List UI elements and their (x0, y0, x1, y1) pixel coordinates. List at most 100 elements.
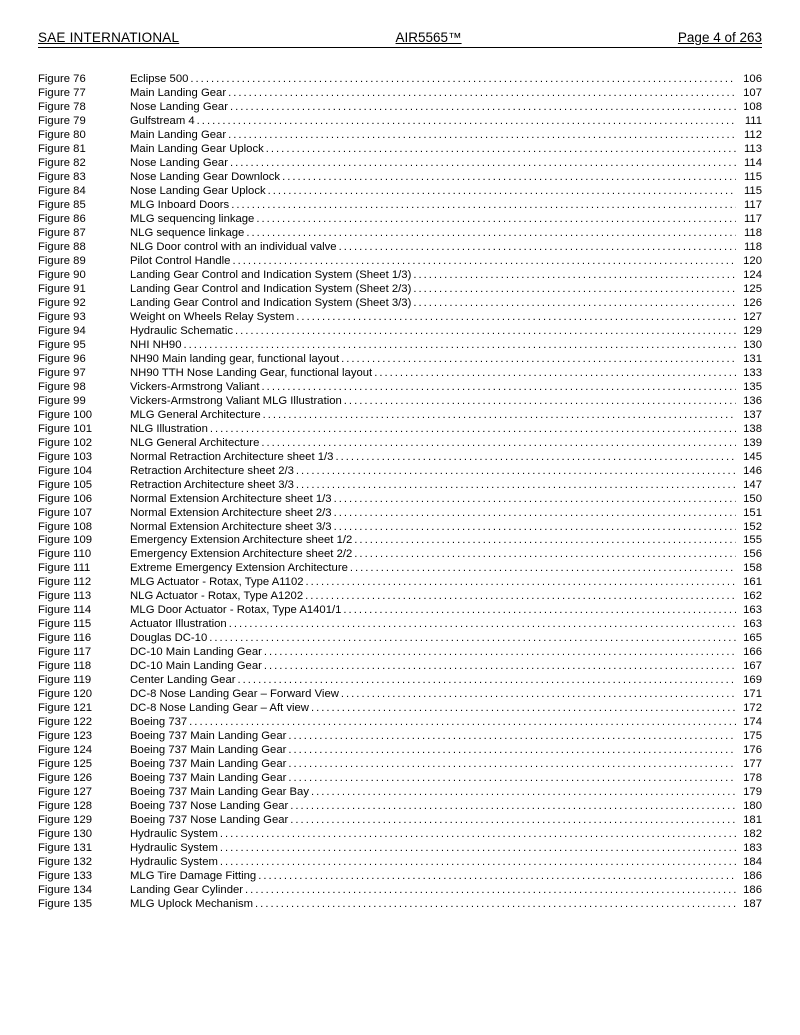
page-number: 117 (736, 214, 762, 225)
toc-row: Figure 81Main Landing Gear Uplock113 (38, 144, 762, 155)
page-number: 180 (736, 801, 762, 812)
toc-row: Figure 126Boeing 737 Main Landing Gear17… (38, 773, 762, 784)
page-number: 118 (736, 242, 762, 253)
dot-leader (260, 382, 736, 393)
page-number: 163 (736, 605, 762, 616)
figure-title: DC-10 Main Landing Gear (130, 661, 262, 672)
figure-title: NLG Actuator - Rotax, Type A1202 (130, 591, 303, 602)
dot-leader (195, 116, 736, 127)
page-number: 120 (736, 256, 762, 267)
page-number: 181 (736, 815, 762, 826)
dot-leader (411, 270, 736, 281)
dot-leader (280, 172, 736, 183)
toc-row: Figure 114MLG Door Actuator - Rotax, Typ… (38, 605, 762, 616)
figure-title: Hydraulic Schematic (130, 326, 233, 337)
dot-leader (266, 186, 736, 197)
figure-label: Figure 84 (38, 186, 130, 197)
figure-label: Figure 91 (38, 284, 130, 295)
page-number: 118 (736, 228, 762, 239)
figure-label: Figure 124 (38, 745, 130, 756)
toc-row: Figure 124Boeing 737 Main Landing Gear17… (38, 745, 762, 756)
page-number: 125 (736, 284, 762, 295)
figure-label: Figure 122 (38, 717, 130, 728)
toc-row: Figure 100MLG General Architecture137 (38, 410, 762, 421)
toc-row: Figure 76Eclipse 500106 (38, 74, 762, 85)
figure-label: Figure 85 (38, 200, 130, 211)
figure-label: Figure 109 (38, 535, 130, 546)
page-number: 106 (736, 74, 762, 85)
toc-row: Figure 101NLG Illustration138 (38, 424, 762, 435)
dot-leader (288, 801, 736, 812)
toc-row: Figure 85MLG Inboard Doors117 (38, 200, 762, 211)
figure-label: Figure 96 (38, 354, 130, 365)
dot-leader (227, 619, 736, 630)
figure-label: Figure 118 (38, 661, 130, 672)
toc-row: Figure 128Boeing 737 Nose Landing Gear18… (38, 801, 762, 812)
figure-title: Hydraulic System (130, 843, 218, 854)
figure-label: Figure 135 (38, 899, 130, 910)
dot-leader (228, 158, 736, 169)
figure-title: Boeing 737 (130, 717, 187, 728)
page-number: 114 (736, 158, 762, 169)
dot-leader (244, 228, 736, 239)
figure-label: Figure 107 (38, 508, 130, 519)
toc-row: Figure 120DC-8 Nose Landing Gear – Forwa… (38, 689, 762, 700)
figure-label: Figure 101 (38, 424, 130, 435)
header-org: SAE INTERNATIONAL (38, 30, 179, 45)
dot-leader (218, 829, 736, 840)
toc-row: Figure 131Hydraulic System183 (38, 843, 762, 854)
figure-title: NLG Door control with an individual valv… (130, 242, 337, 253)
dot-leader (303, 591, 736, 602)
dot-leader (181, 340, 736, 351)
toc-row: Figure 129Boeing 737 Nose Landing Gear18… (38, 815, 762, 826)
figure-title: Main Landing Gear (130, 130, 226, 141)
toc-row: Figure 80Main Landing Gear112 (38, 130, 762, 141)
figure-label: Figure 83 (38, 172, 130, 183)
toc-row: Figure 84Nose Landing Gear Uplock115 (38, 186, 762, 197)
figure-title: MLG Door Actuator - Rotax, Type A1401/1 (130, 605, 341, 616)
page-number: 107 (736, 88, 762, 99)
figure-title: MLG General Architecture (130, 410, 261, 421)
page-number: 137 (736, 410, 762, 421)
page-number: 172 (736, 703, 762, 714)
page-number: 126 (736, 298, 762, 309)
toc-row: Figure 108Normal Extension Architecture … (38, 522, 762, 533)
figure-title: Normal Extension Architecture sheet 3/3 (130, 522, 332, 533)
figure-title: NHI NH90 (130, 340, 181, 351)
toc-row: Figure 93Weight on Wheels Relay System12… (38, 312, 762, 323)
page-number: 127 (736, 312, 762, 323)
toc-row: Figure 107Normal Extension Architecture … (38, 508, 762, 519)
page-number: 115 (736, 172, 762, 183)
page-number: 146 (736, 466, 762, 477)
page-number: 147 (736, 480, 762, 491)
figure-title: Pilot Control Handle (130, 256, 230, 267)
figure-title: Boeing 737 Main Landing Gear (130, 773, 286, 784)
figure-title: DC-8 Nose Landing Gear – Aft view (130, 703, 309, 714)
toc-row: Figure 78Nose Landing Gear108 (38, 102, 762, 113)
page-number: 131 (736, 354, 762, 365)
page-number: 167 (736, 661, 762, 672)
dot-leader (187, 717, 736, 728)
figure-label: Figure 104 (38, 466, 130, 477)
dot-leader (332, 508, 736, 519)
dot-leader (229, 200, 736, 211)
figure-title: Landing Gear Cylinder (130, 885, 243, 896)
toc-row: Figure 113NLG Actuator - Rotax, Type A12… (38, 591, 762, 602)
figure-label: Figure 88 (38, 242, 130, 253)
figure-label: Figure 115 (38, 619, 130, 630)
dot-leader (286, 759, 736, 770)
figure-title: Main Landing Gear Uplock (130, 144, 264, 155)
dot-leader (218, 843, 736, 854)
dot-leader (233, 326, 736, 337)
page-number: 150 (736, 494, 762, 505)
dot-leader (218, 857, 736, 868)
figure-label: Figure 116 (38, 633, 130, 644)
figure-label: Figure 79 (38, 116, 130, 127)
toc-row: Figure 118DC-10 Main Landing Gear 167 (38, 661, 762, 672)
figure-title: Gulfstream 4 (130, 116, 195, 127)
dot-leader (286, 745, 736, 756)
toc-row: Figure 86MLG sequencing linkage117 (38, 214, 762, 225)
dot-leader (253, 899, 736, 910)
page-number: 165 (736, 633, 762, 644)
dot-leader (256, 871, 736, 882)
